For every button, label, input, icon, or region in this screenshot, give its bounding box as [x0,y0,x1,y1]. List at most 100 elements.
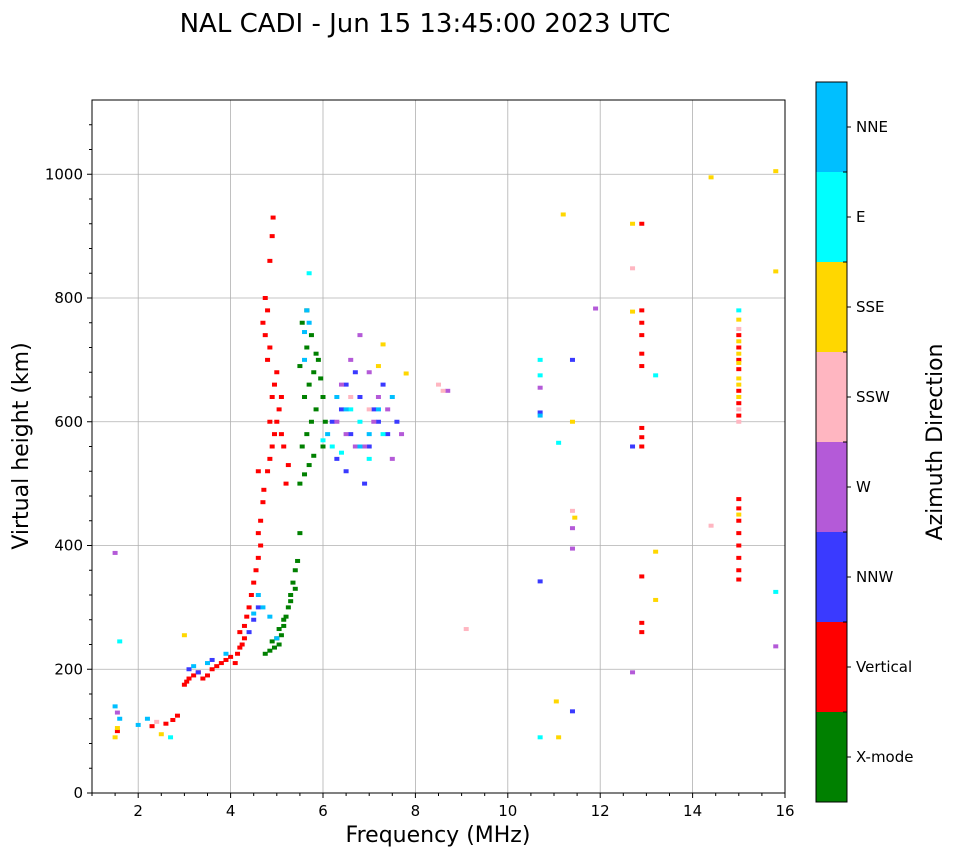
point-x-mode [315,357,321,362]
point-vertical [639,574,645,579]
point-sse [380,342,386,347]
point-nnw [348,432,354,437]
point-sse [736,360,742,365]
point-nnw [329,419,335,424]
point-vertical [265,308,271,313]
point-w [445,388,451,393]
point-vertical [261,487,267,492]
y-tick-label: 800 [54,289,83,307]
point-x-mode [302,395,308,399]
point-e [366,456,372,461]
colorbar-tick-label: X-mode [856,748,913,766]
point-nne [325,432,331,437]
point-sse [773,269,779,274]
point-vertical [639,444,645,449]
colorbar-swatch-e [816,172,847,262]
point-w [343,432,349,437]
point-vertical [174,713,180,718]
point-nnw [255,605,261,610]
point-w [389,456,395,461]
point-sse [553,699,559,704]
point-vertical [255,531,261,536]
point-w [338,382,344,387]
chart-title: NAL CADI - Jun 15 13:45:00 2023 UTC [180,9,671,39]
point-vertical [267,345,273,350]
point-x-mode [302,472,308,477]
point-vertical [209,667,215,672]
point-w [537,385,543,390]
point-x-mode [267,648,273,653]
point-vertical [170,717,176,722]
point-w [362,444,368,449]
point-vertical [274,419,280,424]
point-vertical [149,724,155,729]
point-w [348,357,354,362]
point-nnw [343,382,349,387]
point-vertical [191,673,197,678]
colorbar-swatch-w [816,442,847,532]
point-w [334,419,340,424]
point-ssw [708,523,714,528]
point-x-mode [276,642,282,647]
point-x-mode [297,364,303,369]
point-w [385,407,391,412]
point-w [569,546,575,551]
point-nne [135,722,141,727]
point-ssw [736,407,742,412]
point-nne [375,407,381,412]
point-vertical [270,215,276,220]
point-x-mode [311,370,317,375]
y-tick-label: 600 [54,413,83,431]
point-vertical [239,642,245,647]
point-w [569,526,575,531]
point-x-mode [299,320,305,325]
point-w [375,395,381,399]
colorbar-tick-label: NNE [856,118,888,136]
x-tick-label: 8 [411,802,421,820]
colorbar-tick-label: SSW [856,388,890,406]
point-x-mode [313,407,319,412]
point-vertical [278,395,284,399]
point-vertical [186,676,192,681]
colorbar-tick-label: SSE [856,298,885,316]
point-vertical [223,657,229,662]
point-e [773,589,779,594]
point-vertical [258,518,264,523]
colorbar-tick-label: W [856,478,871,496]
point-sse [736,351,742,356]
point-vertical [276,407,282,412]
point-nne [357,444,363,449]
colorbar: X-mode Vertical NNW W SSW SSE E NNE [815,81,913,803]
point-nnw [394,419,400,424]
point-sse [736,512,742,517]
point-vertical [237,645,243,650]
colorbar-tick-label: E [856,208,865,226]
y-tick-label: 400 [54,537,83,555]
point-sse [653,597,659,602]
x-tick-label: 6 [318,802,328,820]
point-x-mode [295,558,301,563]
point-x-mode [304,432,310,437]
point-vertical [639,221,645,226]
point-x-mode [297,531,303,536]
point-vertical [736,497,742,502]
point-nnw [537,579,543,584]
point-vertical [639,435,645,440]
point-vertical [267,456,273,461]
point-x-mode [313,351,319,356]
point-e [329,444,335,449]
point-vertical [237,630,243,635]
point-e [556,440,562,445]
point-nnw [371,407,377,412]
point-x-mode [308,333,314,338]
point-vertical [736,506,742,511]
point-w [112,550,118,555]
point-e [320,438,326,443]
point-nne [389,395,395,399]
point-nne [223,651,229,656]
point-e [357,419,363,424]
point-x-mode [306,382,312,387]
point-sse [403,371,409,376]
x-tick-label: 16 [775,802,794,820]
point-ssw [154,719,160,724]
